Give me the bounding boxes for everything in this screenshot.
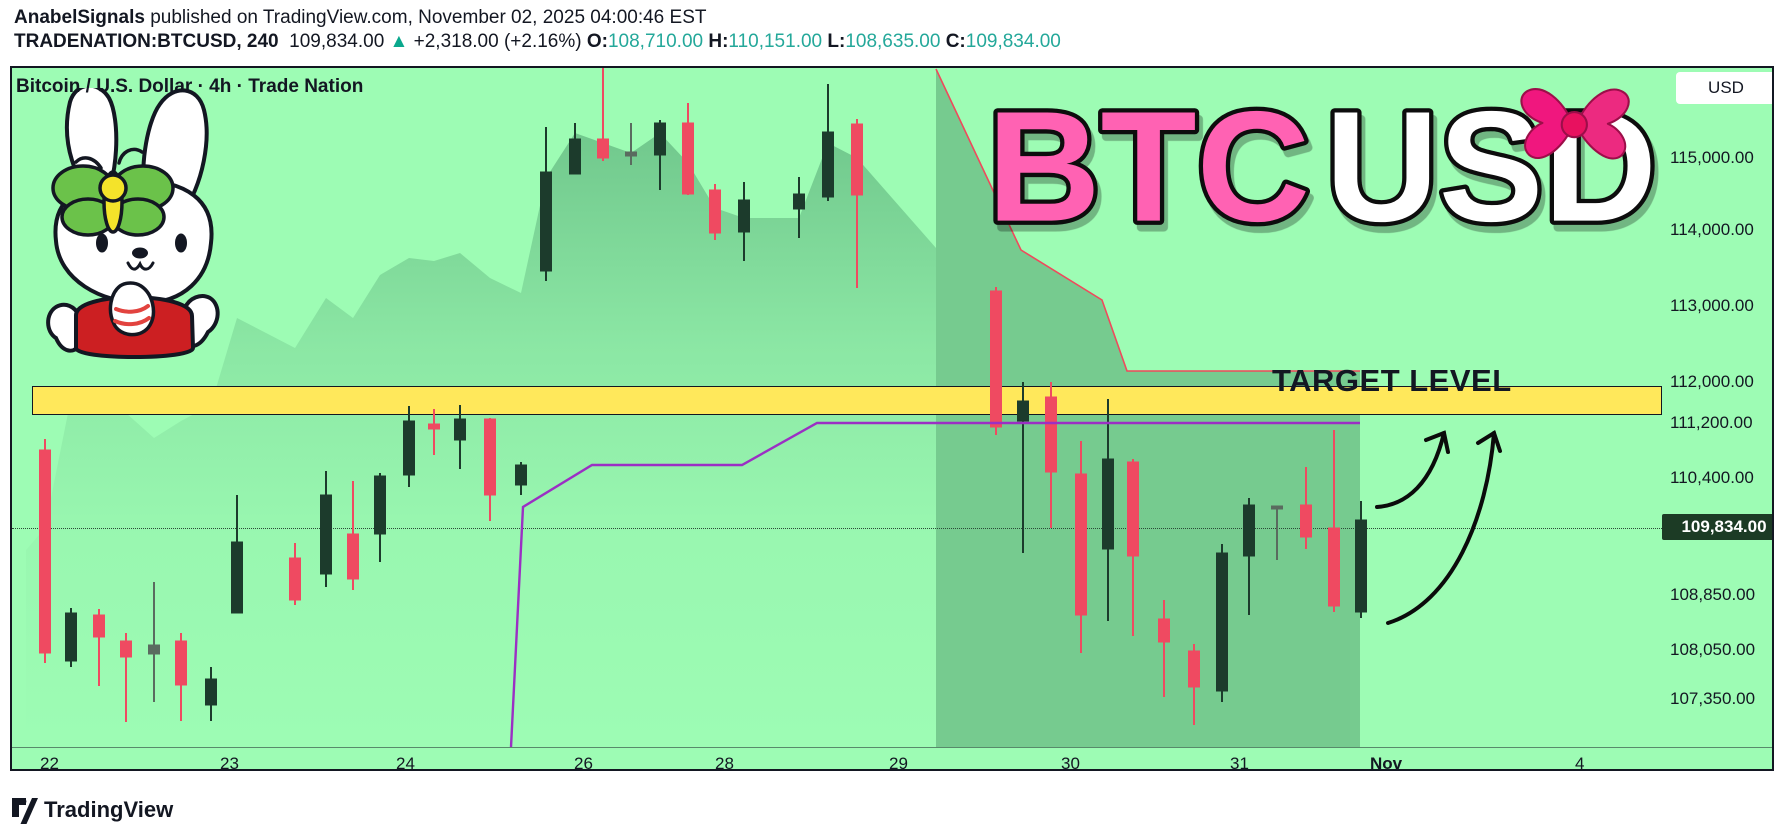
svg-text:BTC: BTC <box>987 80 1310 255</box>
